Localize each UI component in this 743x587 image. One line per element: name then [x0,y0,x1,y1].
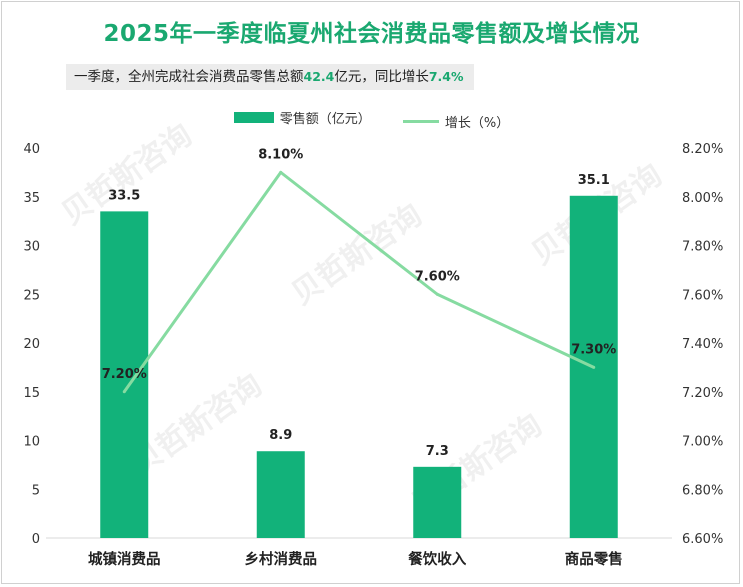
line-data-label: 7.60% [415,269,460,284]
category-label: 城镇消费品 [88,550,161,568]
right-axis-tick: 8.20% [682,142,723,157]
growth-point [122,390,126,394]
legend-line-swatch [402,120,439,123]
bar [413,466,462,538]
summary-prefix: 一季度，全州完成社会消费品零售总额 [74,69,304,85]
right-axis-tick: 7.40% [682,337,723,352]
legend-bar-label: 零售额（亿元） [279,112,371,127]
bar [256,451,305,538]
growth-point [279,170,283,174]
growth-line [123,170,595,393]
summary-banner: 一季度，全州完成社会消费品零售总额42.4亿元，同比增长7.4% [66,64,474,90]
category-label: 餐饮收入 [408,550,466,568]
bar-data-label: 35.1 [578,173,610,188]
legend: 零售额（亿元） 增长（%） [0,108,743,131]
summary-growth: 7.4% [428,69,464,84]
growth-point [592,365,596,369]
left-axis-tick: 30 [23,240,40,255]
right-axis-tick: 7.60% [682,288,723,303]
left-axis-tick: 40 [23,142,40,157]
line-data-label: 8.10% [258,147,303,162]
bar-data-label: 8.9 [269,428,292,443]
right-axis-tick: 6.80% [682,483,723,498]
left-axis-tick: 35 [23,191,40,206]
right-axis-tick: 7.80% [682,240,723,255]
legend-item-bar: 零售额（亿元） [233,108,371,127]
legend-item-line: 增长（%） [402,112,510,131]
right-axis-tick: 7.00% [682,435,723,450]
bar [100,211,149,538]
right-axis-tick: 6.60% [682,532,723,547]
legend-bar-swatch [233,112,274,123]
left-axis-tick: 20 [23,337,40,352]
left-axis-tick: 25 [23,288,40,303]
line-data-label: 7.30% [571,342,616,357]
left-axis-tick: 15 [23,386,40,401]
legend-line-label: 增长（%） [444,116,510,131]
category-label: 乡村消费品 [245,550,318,568]
right-axis-tick: 8.00% [682,191,723,206]
left-axis-tick: 10 [23,435,40,450]
left-axis-tick: 5 [32,483,40,498]
right-axis-tick: 7.20% [682,386,723,401]
growth-point [435,292,439,296]
bar-data-label: 33.5 [108,188,140,203]
bar-data-label: 7.3 [426,444,449,459]
left-axis-tick: 0 [32,532,40,547]
line-data-label: 7.20% [102,367,147,382]
chart-title: 2025年一季度临夏州社会消费品零售额及增长情况 [103,21,640,47]
summary-total: 42.4 [303,69,335,84]
summary-mid: 亿元，同比增长 [334,69,429,85]
category-label: 商品零售 [565,550,623,568]
